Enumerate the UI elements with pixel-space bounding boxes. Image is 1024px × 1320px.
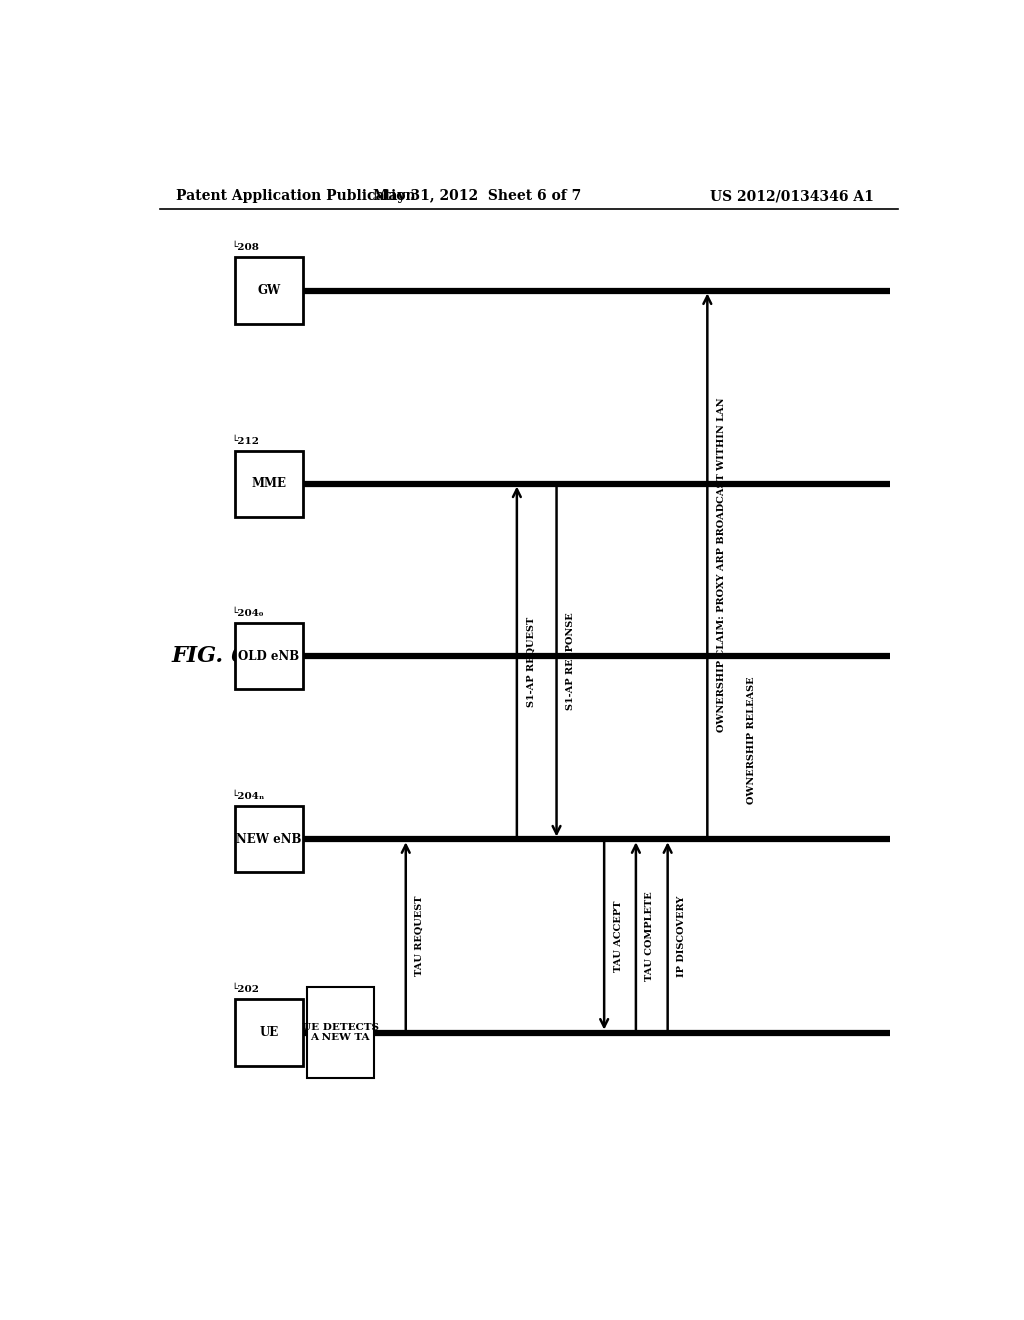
Text: UE DETECTS
A NEW TA: UE DETECTS A NEW TA bbox=[302, 1023, 379, 1043]
Text: └202: └202 bbox=[231, 985, 259, 994]
Text: OWNERSHIP CLAIM: PROXY ARP BROADCAST WITHIN LAN: OWNERSHIP CLAIM: PROXY ARP BROADCAST WIT… bbox=[717, 397, 726, 733]
Text: └208: └208 bbox=[231, 243, 259, 252]
Text: TAU COMPLETE: TAU COMPLETE bbox=[645, 891, 654, 981]
Bar bbox=[306, 987, 374, 1078]
Text: NEW eNB: NEW eNB bbox=[237, 833, 301, 846]
Text: S1-AP REQUEST: S1-AP REQUEST bbox=[526, 616, 536, 706]
Text: Patent Application Publication: Patent Application Publication bbox=[176, 189, 416, 203]
Text: OWNERSHIP RELEASE: OWNERSHIP RELEASE bbox=[748, 677, 756, 804]
Text: OLD eNB: OLD eNB bbox=[239, 649, 299, 663]
Bar bbox=[236, 807, 303, 873]
Text: IP DISCOVERY: IP DISCOVERY bbox=[677, 895, 686, 977]
Text: US 2012/0134346 A1: US 2012/0134346 A1 bbox=[710, 189, 873, 203]
Bar bbox=[236, 257, 303, 323]
Text: MME: MME bbox=[251, 477, 287, 490]
Text: TAU REQUEST: TAU REQUEST bbox=[416, 896, 424, 977]
Text: UE: UE bbox=[259, 1026, 279, 1039]
Text: └212: └212 bbox=[231, 436, 259, 446]
Text: GW: GW bbox=[257, 284, 281, 297]
Text: FIG. 6: FIG. 6 bbox=[172, 645, 247, 668]
Text: May 31, 2012  Sheet 6 of 7: May 31, 2012 Sheet 6 of 7 bbox=[373, 189, 582, 203]
Text: └204₀: └204₀ bbox=[231, 609, 263, 618]
Bar bbox=[236, 450, 303, 516]
Text: TAU ACCEPT: TAU ACCEPT bbox=[613, 900, 623, 972]
Text: └204ₙ: └204ₙ bbox=[231, 792, 264, 801]
Text: S1-AP RESPONSE: S1-AP RESPONSE bbox=[566, 612, 575, 710]
Bar bbox=[236, 999, 303, 1065]
Bar bbox=[236, 623, 303, 689]
